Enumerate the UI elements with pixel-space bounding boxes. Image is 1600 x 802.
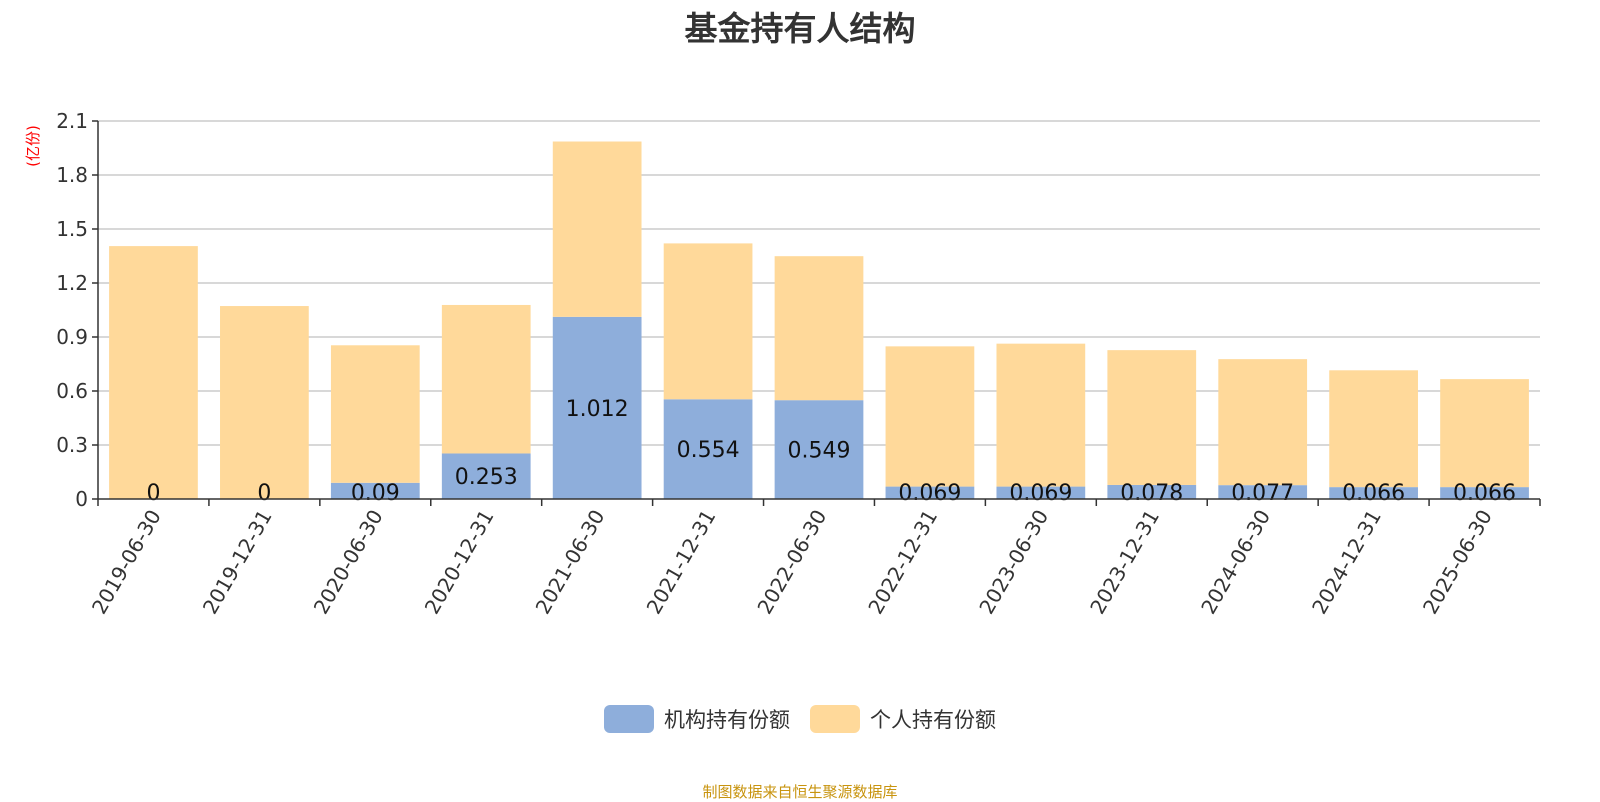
bar-individual: [996, 343, 1086, 487]
bar-institutional: [552, 316, 642, 499]
bar-individual: [663, 243, 753, 400]
bar-institutional: [1440, 487, 1529, 499]
y-tick-label: 1.2: [56, 271, 88, 295]
x-tick-label: 2020-12-31: [420, 506, 499, 619]
y-tick-label: 0.3: [56, 433, 88, 457]
y-tick-label: 1.8: [56, 163, 88, 187]
x-tick-label: 2020-06-30: [309, 506, 388, 619]
source-note: 制图数据来自恒生聚源数据库: [702, 783, 898, 801]
data-label-institutional: 0.066: [1453, 481, 1516, 506]
chart-title: 基金持有人结构: [684, 9, 916, 48]
data-label-institutional: 0.066: [1342, 481, 1405, 506]
bar-individual: [774, 256, 864, 401]
y-axis-unit-label: (亿份): [24, 125, 42, 167]
bar-individual: [1440, 379, 1529, 488]
y-tick-label: 0.6: [56, 379, 88, 403]
data-label-institutional: 0.069: [1009, 481, 1072, 506]
bar-individual: [885, 346, 975, 487]
bar-individual: [330, 345, 420, 483]
bar-individual: [1329, 370, 1418, 488]
x-tick-label: 2024-06-30: [1196, 506, 1275, 619]
y-tick-label: 1.5: [56, 217, 88, 241]
x-tick-label: 2023-06-30: [974, 506, 1053, 619]
bar-institutional: [774, 400, 864, 499]
x-tick-label: 2025-06-30: [1418, 506, 1497, 619]
bar-institutional: [1329, 487, 1418, 499]
y-tick-label: 0.9: [56, 325, 88, 349]
legend-label-institutional: 机构持有份额: [664, 708, 790, 732]
bar-institutional: [996, 486, 1086, 499]
legend-item-individual[interactable]: 个人持有份额: [810, 704, 996, 734]
bar-institutional: [1107, 484, 1197, 499]
data-label-institutional: 0: [257, 481, 271, 506]
y-tick-label: 0: [75, 487, 88, 511]
bar-institutional: [441, 453, 531, 499]
legend-swatch-individual: [810, 705, 860, 733]
data-label-institutional: 0.077: [1231, 481, 1294, 506]
x-tick-label: 2024-12-31: [1307, 506, 1386, 619]
data-labels: 0 0 0.09 0.253 1.012 0.554 0.549 0.069 0.069 0.07…: [146, 397, 1516, 506]
data-label-institutional: 1.012: [566, 397, 629, 422]
data-label-institutional: 0.09: [351, 481, 400, 506]
bar-individual: [1218, 359, 1308, 486]
bar-institutional: [1218, 485, 1308, 499]
data-label-institutional: 0.069: [898, 481, 961, 506]
legend-label-individual: 个人持有份额: [870, 708, 996, 732]
x-tick-label: 2022-06-30: [752, 506, 831, 619]
bars: [109, 141, 1529, 499]
data-label-institutional: 0: [146, 481, 160, 506]
y-tick-label: 2.1: [56, 109, 88, 133]
bar-institutional: [330, 482, 420, 499]
bar-individual: [552, 141, 642, 317]
bar-individual: [1107, 350, 1197, 485]
x-tick-label: 2019-06-30: [87, 506, 166, 619]
data-label-institutional: 0.554: [677, 438, 740, 463]
legend-item-institutional[interactable]: 机构持有份额: [604, 704, 790, 734]
legend-swatch-institutional: [604, 705, 654, 733]
x-tick-label: 2023-12-31: [1085, 506, 1164, 619]
x-tick-label: 2022-12-31: [863, 506, 942, 619]
x-tick-label: 2021-06-30: [531, 506, 610, 619]
data-label-institutional: 0.078: [1120, 481, 1183, 506]
x-tick-label: 2021-12-31: [642, 506, 721, 619]
bar-institutional: [663, 399, 753, 499]
data-label-institutional: 0.253: [455, 465, 518, 490]
bar-institutional: [885, 486, 975, 499]
x-tick-label: 2019-12-31: [198, 506, 277, 619]
bar-individual: [109, 246, 198, 499]
legend: 机构持有份额 个人持有份额: [0, 704, 1600, 734]
bar-individual: [441, 304, 531, 454]
bar-individual: [220, 306, 309, 499]
data-label-institutional: 0.549: [788, 439, 851, 464]
